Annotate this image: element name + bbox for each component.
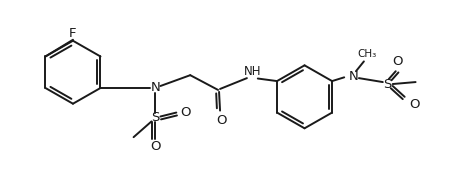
Text: F: F: [69, 27, 77, 40]
Text: O: O: [392, 55, 403, 68]
Text: S: S: [384, 78, 392, 90]
Text: O: O: [150, 141, 161, 153]
Text: O: O: [216, 114, 226, 127]
Text: CH₃: CH₃: [357, 49, 376, 58]
Text: NH: NH: [244, 65, 262, 78]
Text: N: N: [349, 70, 359, 83]
Text: N: N: [151, 82, 160, 94]
Text: O: O: [409, 98, 420, 111]
Text: O: O: [180, 106, 190, 119]
Text: S: S: [151, 111, 160, 124]
